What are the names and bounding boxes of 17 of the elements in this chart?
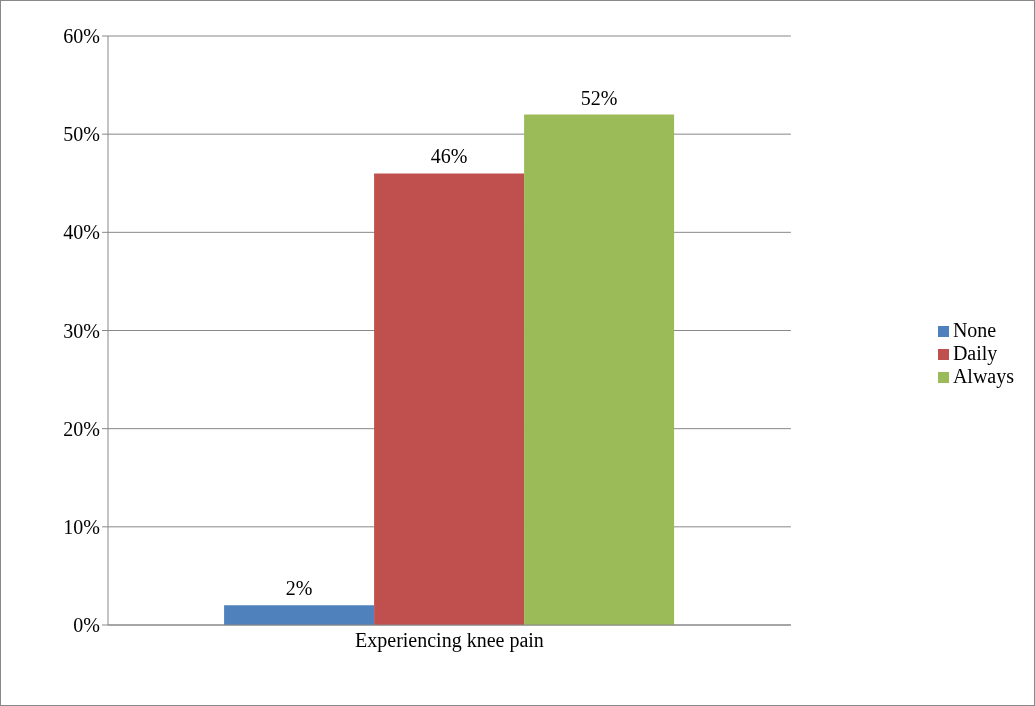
data-label: 46% bbox=[430, 145, 468, 168]
y-tick-label: 10% bbox=[63, 515, 100, 538]
y-tick-label: 30% bbox=[63, 319, 100, 342]
y-tick-label: 50% bbox=[63, 123, 100, 146]
y-tick-label: 60% bbox=[63, 25, 100, 48]
y-tick-label: 40% bbox=[63, 221, 100, 244]
bar bbox=[224, 605, 375, 625]
legend-label: Always bbox=[952, 364, 1014, 387]
bar bbox=[524, 114, 675, 625]
legend-label: Daily bbox=[952, 341, 998, 364]
data-label: 2% bbox=[285, 577, 313, 600]
y-tick-label: 0% bbox=[73, 614, 100, 637]
legend-label: None bbox=[952, 318, 997, 341]
data-label: 52% bbox=[580, 86, 618, 109]
y-tick-label: 20% bbox=[63, 417, 100, 440]
x-tick-label: Experiencing knee pain bbox=[355, 629, 544, 653]
bar bbox=[374, 173, 525, 625]
